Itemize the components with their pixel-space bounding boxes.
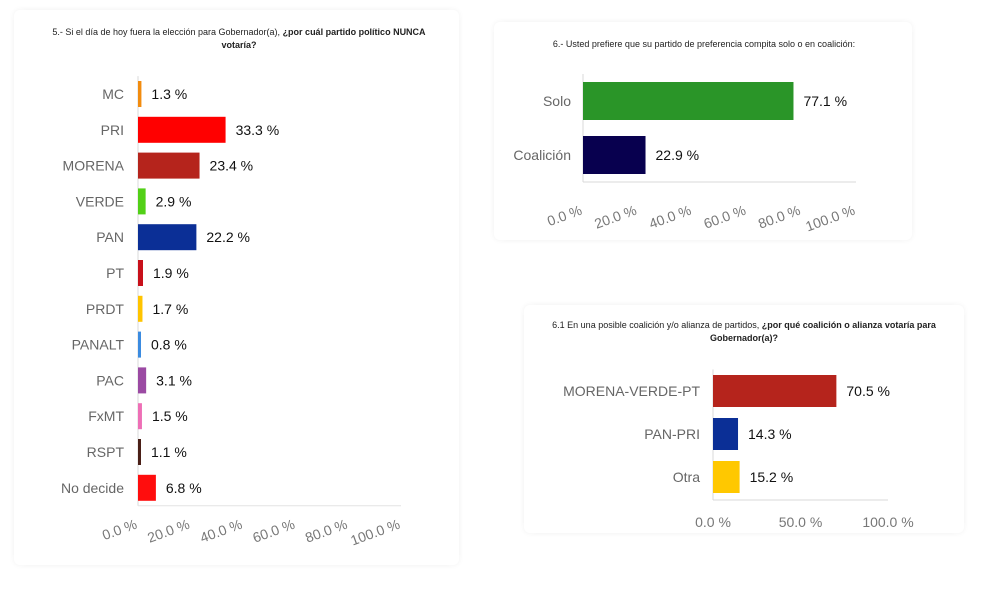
bar-prdt: [138, 295, 143, 322]
category-label: PRI: [101, 122, 124, 138]
x-tick-label: 80.0 %: [756, 202, 802, 232]
value-label: 22.2 %: [206, 229, 250, 245]
value-label: 23.4 %: [210, 158, 254, 174]
chart-title-q5-plain: 5.- Si el día de hoy fuera la elección p…: [52, 27, 283, 37]
value-label: 1.1 %: [151, 444, 187, 460]
value-label: 6.8 %: [166, 480, 202, 496]
bar-pan: [138, 224, 197, 251]
bar-pac: [138, 367, 147, 394]
value-label: 1.5 %: [152, 408, 188, 424]
bar-rspt: [138, 439, 141, 465]
bar-panalt: [138, 331, 141, 358]
chart-title-q5: 5.- Si el día de hoy fuera la elección p…: [34, 26, 444, 52]
x-tick-label: 40.0 %: [647, 202, 693, 232]
x-tick-label: 60.0 %: [250, 516, 296, 546]
category-label: RSPT: [87, 444, 125, 460]
value-label: 33.3 %: [236, 122, 280, 138]
chart-title-q61: 6.1 En una posible coalición y/o alianza…: [539, 319, 949, 345]
category-label: PT: [106, 265, 124, 281]
bar-morena: [138, 152, 200, 179]
x-tick-label: 0.0 %: [695, 514, 731, 530]
chart-title-q5-bold: ¿por cuál partido político NUNCA votaría…: [221, 27, 426, 50]
bar-otra: [713, 461, 740, 493]
value-label: 0.8 %: [151, 337, 187, 353]
value-label: 2.9 %: [156, 193, 192, 209]
bar-pt: [138, 260, 143, 286]
value-label: 77.1 %: [803, 93, 847, 109]
chart-panel-q5: 5.- Si el día de hoy fuera la elección p…: [14, 10, 459, 565]
value-label: 22.9 %: [656, 147, 700, 163]
x-tick-label: 100.0 %: [348, 516, 402, 549]
bar-morena-verde-pt: [713, 375, 837, 407]
bar-chart-q6: Solo 77.1 % Coalición 22.9 % 0.0 % 20.0 % 40.0…: [513, 74, 857, 235]
chart-panel-q6: 6.- Usted prefiere que su partido de pre…: [494, 22, 912, 240]
x-tick-label: 100.0 %: [803, 202, 857, 235]
category-label: Otra: [673, 469, 700, 485]
category-label: No decide: [61, 480, 124, 496]
bar-coalici-n: [583, 136, 646, 174]
category-label: MC: [102, 86, 124, 102]
x-tick-label: 20.0 %: [592, 202, 638, 232]
bar-no-decide: [138, 474, 156, 501]
x-tick-label: 20.0 %: [145, 516, 191, 546]
bar-fxmt: [138, 403, 142, 430]
x-tick-label: 0.0 %: [545, 202, 584, 229]
value-label: 15.2 %: [750, 469, 794, 485]
bar-mc: [138, 81, 142, 107]
x-tick-label: 40.0 %: [198, 516, 244, 546]
category-label: Coalición: [513, 147, 571, 163]
value-label: 1.9 %: [153, 265, 189, 281]
value-label: 3.1 %: [156, 372, 192, 388]
category-label: Solo: [543, 93, 571, 109]
value-label: 70.5 %: [846, 383, 890, 399]
chart-title-q6: 6.- Usted prefiere que su partido de pre…: [504, 38, 904, 51]
category-label: PAN-PRI: [644, 426, 700, 442]
chart-title-q6-plain: 6.- Usted prefiere que su partido de pre…: [552, 39, 856, 49]
x-tick-label: 100.0 %: [862, 514, 913, 530]
bar-pan-pri: [713, 418, 739, 450]
chart-title-q61-plain: 6.1 En una posible coalición y/o alianza…: [552, 320, 762, 330]
x-tick-label: 60.0 %: [701, 202, 747, 232]
chart-panel-q61: 6.1 En una posible coalición y/o alianza…: [524, 305, 964, 533]
bar-solo: [583, 82, 794, 120]
value-label: 1.7 %: [152, 301, 188, 317]
category-label: MORENA-VERDE-PT: [563, 383, 700, 399]
x-tick-label: 50.0 %: [779, 514, 823, 530]
category-label: MORENA: [63, 158, 125, 174]
category-label: FxMT: [88, 408, 124, 424]
chart-title-q61-bold: ¿por qué coalición o alianza votaría par…: [709, 320, 936, 343]
category-label: PRDT: [86, 301, 125, 317]
bar-chart-q5: MC 1.3 % PRI 33.3 % MORENA 23.4 % VERDE 2.9 % PA…: [61, 76, 402, 549]
x-tick-label: 0.0 %: [100, 516, 139, 543]
bar-chart-q61: MORENA-VERDE-PT 70.5 % PAN-PRI 14.3 % Otra 15…: [563, 369, 914, 530]
value-label: 1.3 %: [151, 86, 187, 102]
category-label: PAC: [96, 372, 124, 388]
x-tick-label: 80.0 %: [303, 516, 349, 546]
category-label: VERDE: [76, 193, 124, 209]
bar-verde: [138, 188, 146, 215]
bar-pri: [138, 116, 226, 143]
category-label: PANALT: [72, 337, 125, 353]
value-label: 14.3 %: [748, 426, 792, 442]
category-label: PAN: [96, 229, 124, 245]
